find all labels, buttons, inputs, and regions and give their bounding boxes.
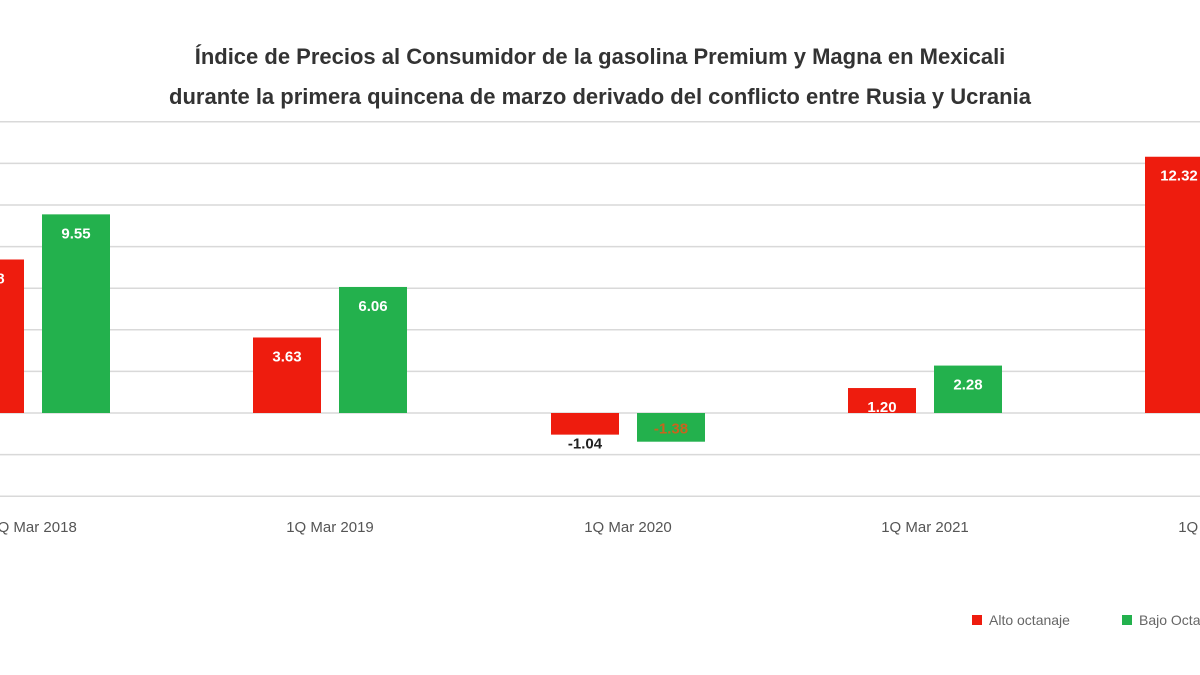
bar-bajo-octanaje — [934, 365, 1002, 413]
x-tick-label: 1Q Mar 2020 — [584, 519, 672, 536]
bar-alto-octanaje — [1145, 156, 1200, 413]
bar-bajo-octanaje — [339, 286, 407, 413]
legend-label: Bajo Octanaje — [1139, 612, 1200, 628]
data-label: 12.32 — [1160, 168, 1198, 185]
data-label: 9.55 — [61, 225, 90, 242]
bar-bajo-octanaje — [637, 413, 705, 442]
data-label: 1.20 — [867, 399, 896, 416]
data-label: -1.04 — [568, 436, 603, 453]
data-label: 2.28 — [953, 377, 982, 394]
data-label: 7.38 — [0, 270, 5, 287]
bar-alto-octanaje — [848, 388, 916, 413]
data-label: 6.06 — [358, 298, 387, 315]
bar-alto-octanaje — [0, 259, 24, 413]
data-label: 3.63 — [272, 348, 301, 365]
chart-title-line-1: Índice de Precios al Consumidor de la ga… — [194, 44, 1006, 69]
x-tick-label: 1Q Mar 2022 — [1178, 519, 1200, 536]
chart-title-line-2: durante la primera quincena de marzo der… — [169, 84, 1031, 109]
data-label: -1.38 — [654, 420, 688, 437]
x-tick-label: 1Q Mar 2021 — [881, 519, 969, 536]
legend-label: Alto octanaje — [989, 612, 1070, 628]
x-tick-label: 1Q Mar 2018 — [0, 519, 77, 536]
x-tick-label: 1Q Mar 2019 — [286, 519, 374, 536]
bar-bajo-octanaje — [42, 214, 110, 413]
bar-alto-octanaje — [253, 337, 321, 413]
legend-swatch — [1122, 615, 1132, 625]
bar-alto-octanaje — [551, 413, 619, 435]
legend-swatch — [972, 615, 982, 625]
